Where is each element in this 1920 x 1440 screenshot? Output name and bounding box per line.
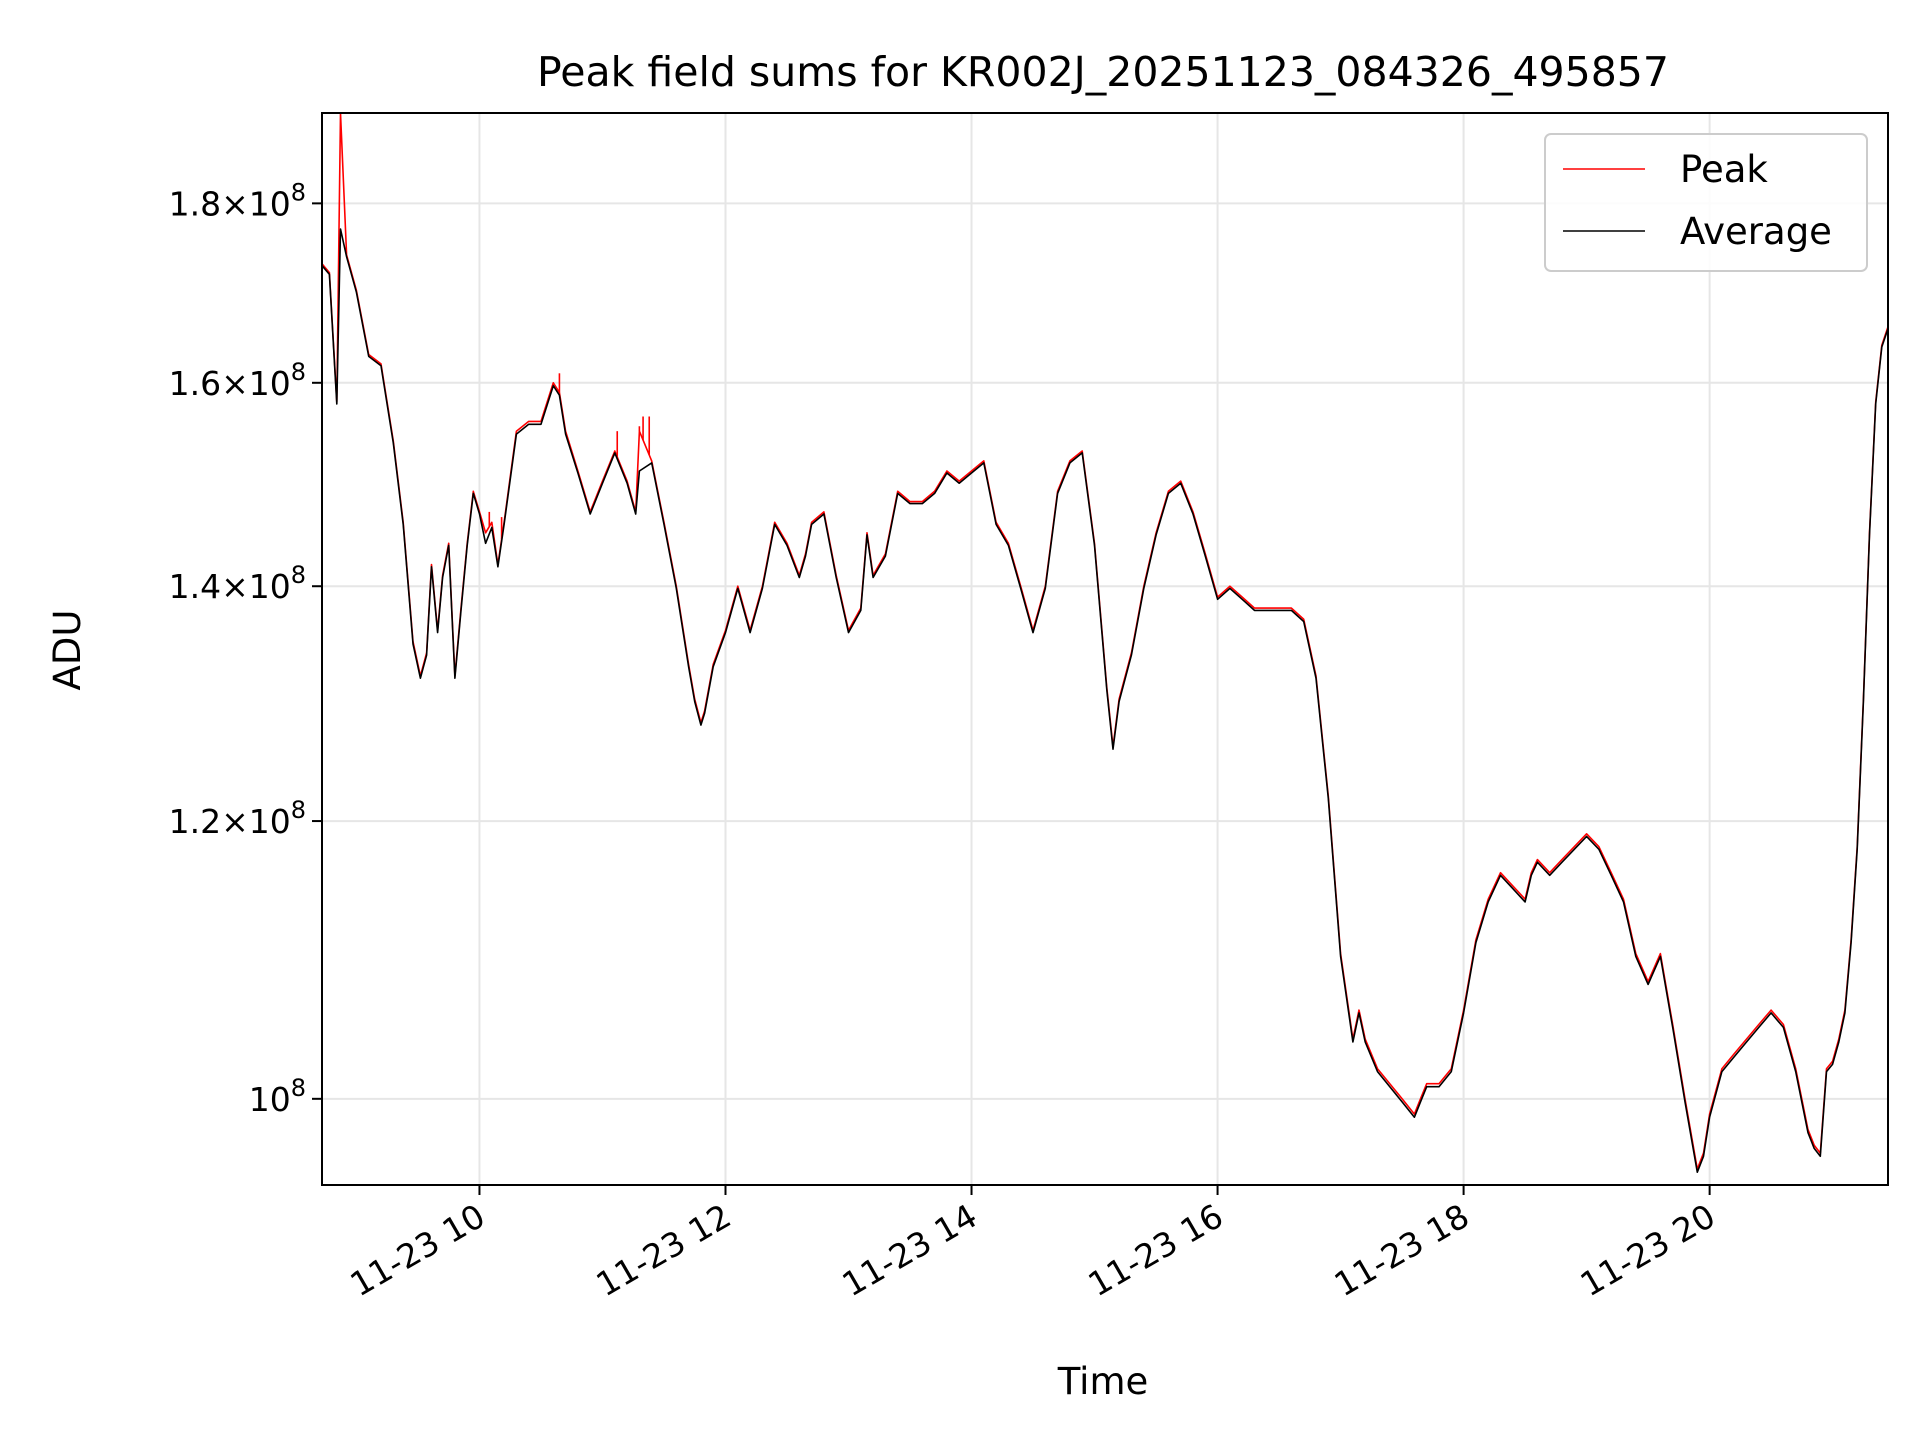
y-axis-ticks: 108 1.2×108 1.4×108 1.6×108 1.8×108 (169, 178, 322, 1119)
y-tick-label: 1.6×108 (169, 358, 306, 403)
y-axis-label: ADU (46, 610, 89, 691)
legend-peak-label: Peak (1680, 148, 1768, 191)
plot-frame (321, 112, 1889, 1186)
series-line-peak (322, 113, 1888, 1170)
legend: Peak Average (1544, 133, 1868, 272)
x-axis-label: Time (1057, 1360, 1149, 1403)
y-tick-label: 1.8×108 (169, 178, 306, 223)
legend-average-label: Average (1680, 210, 1832, 253)
y-tick-label: 1.4×108 (169, 561, 306, 606)
series-lines (322, 113, 1888, 1173)
chart-title: Peak field sums for KR002J_20251123_0843… (537, 48, 1669, 96)
y-tick-label: 1.2×108 (169, 796, 306, 841)
series-line-average (322, 228, 1888, 1173)
y-tick-label: 108 (249, 1074, 306, 1119)
